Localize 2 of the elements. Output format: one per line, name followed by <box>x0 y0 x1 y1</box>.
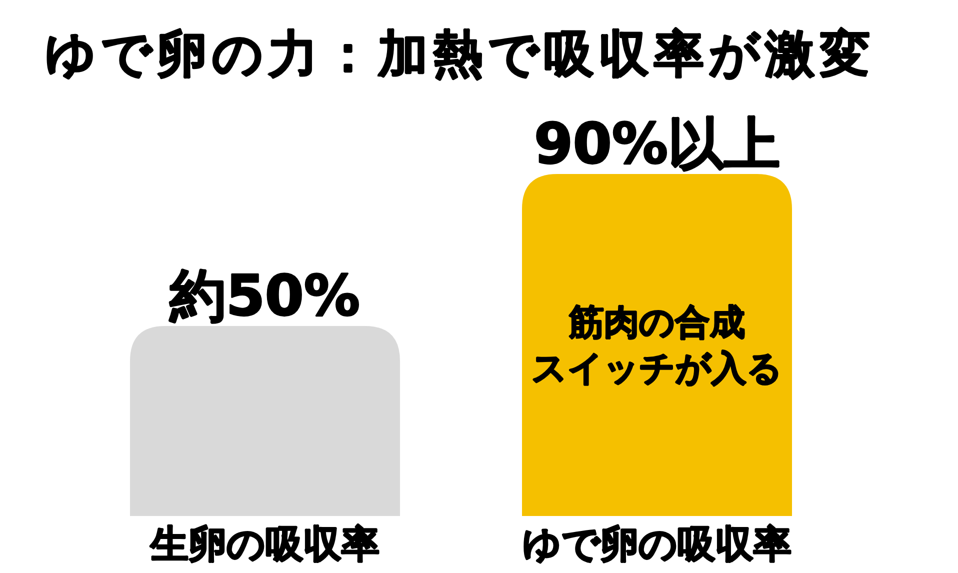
annotation: 筋肉の合成スイッチが入る <box>532 303 782 389</box>
title: ゆで卵の力：加熱で吸収率が激変 <box>45 25 875 83</box>
